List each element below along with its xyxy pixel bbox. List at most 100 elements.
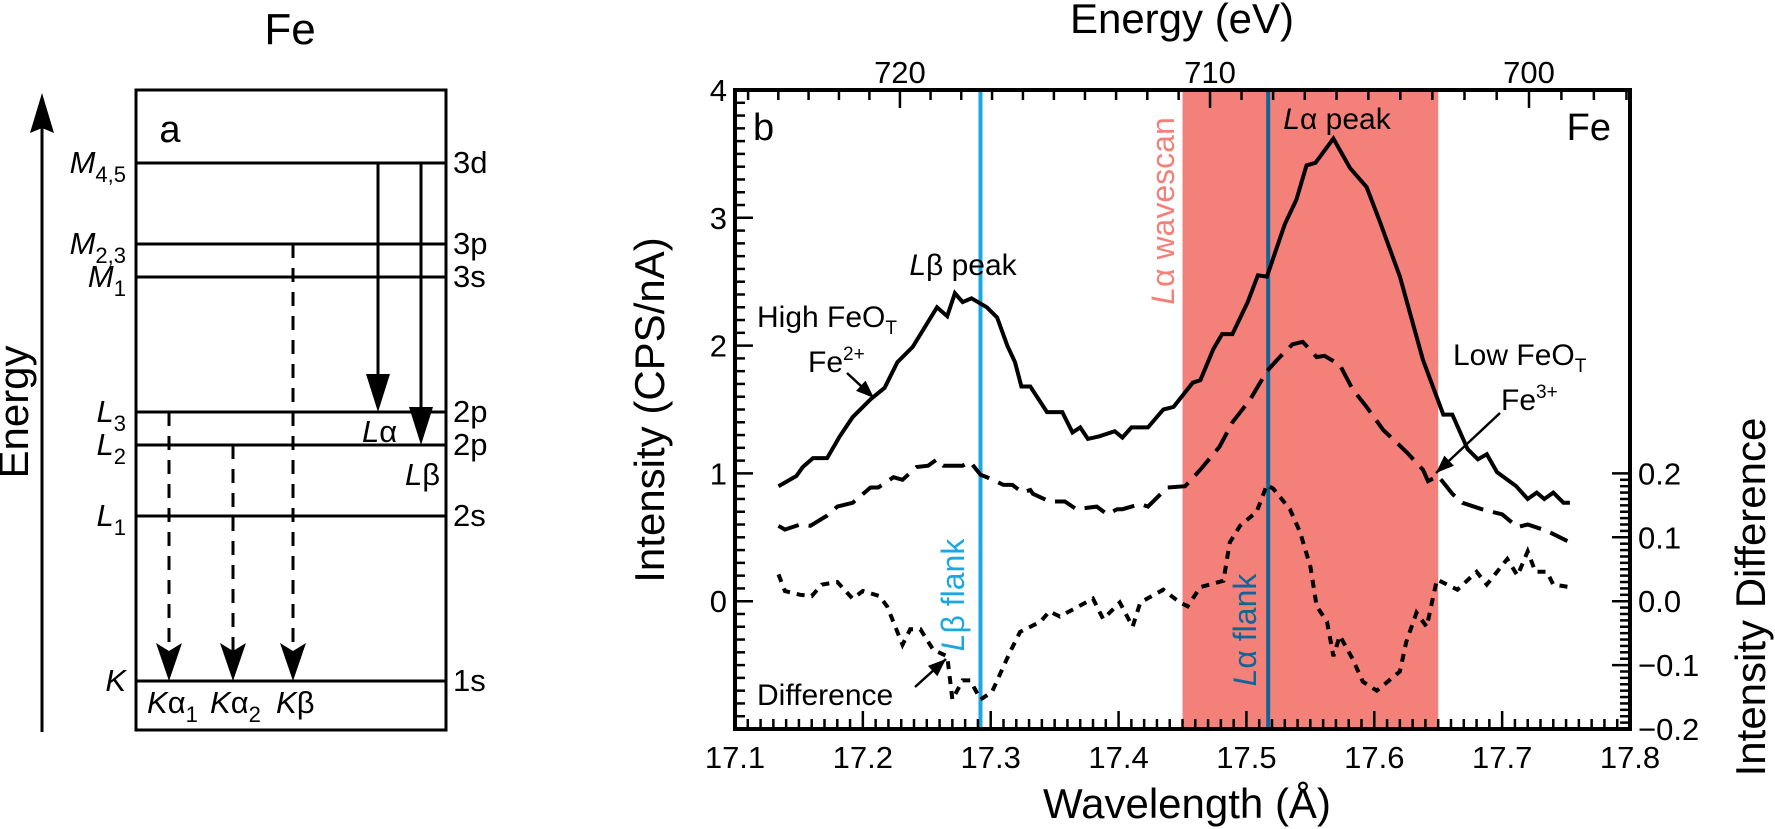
- la-flank-label: Lα flank: [1227, 573, 1263, 687]
- level-subscript: 2: [114, 444, 126, 469]
- plot-element-label: Fe: [1567, 107, 1611, 149]
- top-tick-label: 700: [1503, 55, 1555, 90]
- top-tick-label: 710: [1184, 55, 1236, 90]
- level-symbol: L: [97, 427, 114, 462]
- energy-axis-label: Energy: [0, 345, 37, 478]
- la-flank-text: α flank: [1227, 573, 1263, 669]
- level-subscript: 1: [114, 515, 126, 540]
- fe3-text: Fe: [1501, 384, 1536, 417]
- x-tick-label: 17.2: [833, 740, 893, 775]
- transition-arrow-head-icon: [280, 643, 306, 681]
- la-peak-label: Lα peak: [1283, 103, 1391, 136]
- high-feo-label: High FeOT: [757, 301, 897, 339]
- low-feo-sub: T: [1575, 356, 1587, 377]
- orbital-label: 3p: [453, 226, 487, 261]
- la-flank-italic: L: [1227, 669, 1263, 687]
- level-label: M4,5: [70, 145, 126, 187]
- level-label: M1: [88, 259, 126, 301]
- y2-axis-label: Intensity Difference: [1727, 418, 1774, 777]
- y-tick-label: 4: [710, 73, 727, 108]
- fe3-arrow-head: [1436, 455, 1454, 473]
- y2-tick-label: −0.2: [1638, 712, 1699, 747]
- transition-line: β: [297, 685, 315, 720]
- fe2-arrow-head: [856, 380, 874, 398]
- wavescan-region: [1182, 90, 1439, 729]
- level-symbol: M: [70, 226, 96, 261]
- transition-symbol: L: [405, 457, 422, 492]
- fe2-sup: 2+: [843, 344, 865, 365]
- fe2-text: Fe: [808, 346, 843, 379]
- x-tick-label: 17.5: [1216, 740, 1276, 775]
- lb-peak-text: β peak: [926, 249, 1018, 282]
- la-peak-italic: L: [1283, 103, 1300, 136]
- high-feo-sub: T: [885, 318, 897, 339]
- lb-flank-label: Lβ flank: [935, 538, 971, 652]
- low-feo-label: Low FeOT: [1453, 339, 1587, 377]
- transition-line: α: [168, 685, 186, 720]
- orbital-label: 2p: [453, 427, 487, 462]
- orbital-label: 3d: [453, 145, 487, 180]
- annotations: b Fe Lβ peak Lα peak High FeOT Fe2+ Low …: [753, 103, 1611, 712]
- fe2-label: Fe2+: [808, 344, 865, 379]
- x-tick-label: 17.3: [961, 740, 1021, 775]
- energy-arrow-head-icon: [30, 93, 54, 133]
- x-tick-label: 17.1: [705, 740, 765, 775]
- wavescan-italic: L: [1145, 287, 1181, 305]
- transition-subscript: 1: [186, 702, 198, 727]
- level-symbol: L: [97, 394, 114, 429]
- fe3-label: Fe3+: [1501, 382, 1558, 417]
- y2-tick-label: 0.2: [1638, 456, 1681, 491]
- top-axis-label: Energy (eV): [1070, 0, 1294, 42]
- level-label: K: [105, 663, 127, 698]
- diagram-title: Fe: [264, 5, 315, 54]
- la-peak-text: α peak: [1300, 103, 1392, 136]
- lb-peak-label: Lβ peak: [909, 249, 1017, 282]
- level-symbol: K: [105, 663, 127, 698]
- high-feo-curve: [777, 134, 1570, 505]
- wavescan-label: Lα wavescan: [1145, 117, 1181, 304]
- level-label: L1: [97, 498, 127, 540]
- level-symbol: L: [97, 498, 114, 533]
- orbital-label: 3s: [453, 259, 486, 294]
- level-symbol: M: [88, 259, 114, 294]
- orbital-label: 2p: [453, 394, 487, 429]
- x-tick-label: 17.8: [1600, 740, 1660, 775]
- transition-label: Lα: [362, 414, 397, 449]
- transition-label: Kα1: [147, 685, 198, 727]
- low-feo-text: Low FeO: [1453, 339, 1575, 372]
- transition-line: β: [422, 457, 440, 492]
- y2-tick-label: −0.1: [1638, 648, 1699, 683]
- transition-arrow-head-icon: [220, 643, 246, 681]
- plot-panel-label: b: [753, 107, 774, 149]
- wavescan-text: α wavescan: [1145, 117, 1181, 287]
- low-feo-curve: [777, 339, 1569, 543]
- transition-symbol: K: [147, 685, 169, 720]
- transition-arrow-head-icon: [156, 643, 182, 681]
- difference-arrow-head: [927, 659, 946, 677]
- plot-area: 17.1 17.2 17.3 17.4 17.5 17.6 17.7 17.8 0 1 2 3 4 0.2…: [705, 55, 1699, 775]
- transition-label: Kβ: [276, 685, 315, 720]
- level-label: L2: [97, 427, 127, 469]
- level-label: L3: [97, 394, 127, 436]
- lb-peak-italic: L: [909, 249, 926, 282]
- level-subscript: 3: [114, 411, 126, 436]
- orbital-label: 1s: [453, 663, 486, 698]
- y-tick-label: 3: [710, 201, 727, 236]
- orbital-label: 2s: [453, 498, 486, 533]
- transition-arrow-head-icon: [409, 407, 433, 445]
- level-symbol: M: [70, 145, 96, 180]
- y-axis-label: Intensity (CPS/nA): [626, 237, 673, 582]
- transition-label: Lβ: [405, 457, 440, 492]
- x-tick-label: 17.4: [1088, 740, 1148, 775]
- transition-symbol: K: [210, 685, 232, 720]
- diagram-panel-label: a: [159, 109, 181, 151]
- x-tick-label: 17.6: [1344, 740, 1404, 775]
- y-tick-label: 2: [710, 329, 727, 364]
- level-subscript: 2,3: [95, 243, 126, 268]
- x-axis-label: Wavelength (Å): [1043, 780, 1331, 827]
- difference-curve: [776, 481, 1571, 707]
- transition-label: Kα2: [210, 685, 261, 727]
- diagram-frame: [134, 88, 448, 732]
